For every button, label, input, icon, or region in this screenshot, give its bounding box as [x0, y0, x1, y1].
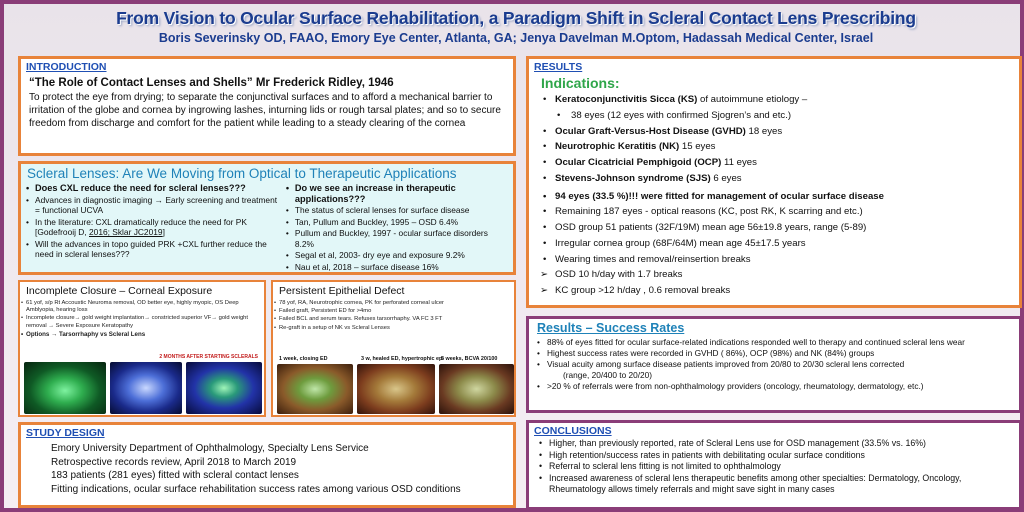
indication-nk: Neurotrophic Keratitis (NK) 15 eyes: [543, 141, 1011, 154]
introduction-body: To protect the eye from drying; to separ…: [29, 92, 501, 129]
success-item: >20 % of referrals were from non-ophthal…: [537, 381, 1013, 392]
conclusion-item: Referral to scleral lens fitting is not …: [539, 461, 1013, 472]
poster-title: From Vision to Ocular Surface Rehabilita…: [116, 8, 916, 28]
defect-line: 78 yof, RA, Neurotrophic cornea, PK for …: [273, 300, 514, 307]
results-heading: RESULTS: [534, 61, 583, 73]
closure-title: Incomplete Closure – Corneal Exposure: [26, 285, 213, 297]
irregular-cornea-group: Irregular cornea group (68F/64M) mean ag…: [543, 238, 1011, 251]
scleral-left-item: Will the advances in topo guided PRK +CX…: [25, 239, 279, 260]
scleral-left-item: In the literature: CXL dramatically redu…: [25, 217, 279, 238]
indication-nk-count: 15 eyes: [679, 141, 716, 153]
scleral-right-item: The status of scleral lenses for surface…: [285, 205, 509, 216]
eye-photo-1-week: [277, 364, 353, 414]
scleral-left-item: Advances in diagnostic imaging → Early s…: [25, 195, 279, 216]
success-rates-section: Results – Success Rates 88% of eyes fitt…: [526, 316, 1022, 413]
kc-wear-time: KC group >12 h/day , 0.6 removal breaks: [540, 285, 1011, 298]
conclusions-section: CONCLUSIONS Higher, than previously repo…: [526, 420, 1022, 510]
remaining-eyes: Remaining 187 eyes - optical reasons (KC…: [543, 206, 1011, 219]
conclusion-item: Increased awareness of scleral lens ther…: [539, 473, 1013, 495]
indication-ks-text: of autoimmune etiology –: [697, 94, 808, 105]
study-line: Retrospective records review, April 2018…: [51, 456, 297, 468]
cxl-question: Does CXL reduce the need for scleral len…: [25, 183, 279, 194]
literature-reference: 2016; Sklar JC2019: [89, 227, 163, 237]
literature-text: In the literature: CXL dramatically redu…: [35, 216, 247, 238]
study-line: Fitting indications, ocular surface reha…: [51, 483, 461, 495]
defect-caption-3: 5 weeks, BCVA 20/100: [441, 356, 498, 362]
therapeutic-question: Do we see an increase in therapeutic app…: [285, 183, 509, 204]
defect-line: Failed BCL and serum tears. Refuses tars…: [273, 316, 514, 323]
osd-wear-time: OSD 10 h/day with 1.7 breaks: [540, 269, 1011, 282]
indications-heading: Indications:: [541, 75, 620, 91]
indication-sjs-count: 6 eyes: [710, 172, 742, 184]
scleral-right-item: Segal et al, 2003- dry eye and exposure …: [285, 250, 509, 261]
conclusion-item: High retention/success rates in patients…: [539, 450, 1013, 461]
study-design-section: STUDY DESIGN Emory University Department…: [18, 422, 516, 508]
indication-ks-count: 38 eyes (12 eyes with confirmed Sjogren’…: [543, 110, 1011, 123]
closure-note: 2 MONTHS AFTER STARTING SCLERALS: [159, 354, 258, 360]
poster-authors: Boris Severinsky OD, FAAO, Emory Eye Cen…: [158, 31, 874, 45]
scleral-right-item: Pullum and Buckley, 1997 - ocular surfac…: [285, 228, 509, 249]
eye-photo-blue: [110, 362, 182, 414]
osd-94-eyes: 94 eyes (33.5 %)!!! were fitted for mana…: [543, 191, 1011, 204]
closure-line: Incomplete closure→ gold weight implanta…: [20, 315, 264, 329]
persistent-defect-panel: Persistent Epithelial Defect 78 yof, RA,…: [271, 280, 516, 417]
success-item: Highest success rates were recorded in G…: [537, 348, 1013, 359]
conclusion-item: Higher, than previously reported, rate o…: [539, 438, 1013, 449]
defect-line: Re-graft in a setup of NK vs Scleral Len…: [273, 325, 514, 332]
success-rates-heading: Results – Success Rates: [537, 321, 685, 335]
scleral-left-column: Does CXL reduce the need for scleral len…: [25, 182, 285, 272]
defect-title: Persistent Epithelial Defect: [279, 285, 405, 297]
results-section: RESULTS Indications: Keratoconjunctiviti…: [526, 56, 1022, 308]
defect-caption-2: 3 w, healed ED, hypertrophic epi: [361, 356, 444, 362]
scleral-right-column: Do we see an increase in therapeutic app…: [285, 182, 509, 272]
introduction-quote: “The Role of Contact Lenses and Shells” …: [29, 77, 394, 89]
osd-group: OSD group 51 patients (32F/19M) mean age…: [543, 222, 1011, 235]
introduction-heading: INTRODUCTION: [26, 61, 107, 73]
indication-gvhd-name: Ocular Graft-Versus-Host Disease (GVHD): [555, 125, 746, 137]
indication-gvhd: Ocular Graft-Versus-Host Disease (GVHD) …: [543, 126, 1011, 139]
eye-photo-3-weeks: [357, 364, 435, 414]
indication-sjs: Stevens-Johnson syndrome (SJS) 6 eyes: [543, 173, 1011, 186]
study-line: 183 patients (281 eyes) fitted with scle…: [51, 470, 299, 481]
indication-nk-name: Neurotrophic Keratitis (NK): [555, 141, 680, 153]
study-line: Emory University Department of Ophthalmo…: [51, 443, 369, 454]
indication-ks: Keratoconjunctivitis Sicca (KS) of autoi…: [543, 94, 1011, 107]
indication-gvhd-count: 18 eyes: [745, 125, 783, 137]
success-item-continued: (range, 20/400 to 20/20): [563, 370, 653, 380]
conclusions-heading: CONCLUSIONS: [534, 425, 612, 437]
closure-options: Options → Tarsorrhaphy vs Scleral Lens: [20, 331, 264, 338]
defect-caption-1: 1 week, closing ED: [279, 356, 328, 362]
eye-photo-fluorescein: [186, 362, 262, 414]
success-item: 88% of eyes fitted for ocular surface-re…: [537, 337, 1013, 348]
wearing-times: Wearing times and removal/reinsertion br…: [543, 254, 1011, 267]
scleral-section: Scleral Lenses: Are We Moving from Optic…: [18, 161, 516, 275]
literature-bracket: ]: [162, 227, 165, 237]
success-item: Visual acuity among surface disease pati…: [537, 359, 1013, 370]
indication-sjs-name: Stevens-Johnson syndrome (SJS): [555, 172, 711, 184]
scleral-title: Scleral Lenses: Are We Moving from Optic…: [27, 166, 457, 181]
closure-line: 61 yof, s/p Rt Accoustic Neuroma removal…: [20, 300, 264, 314]
poster-header: From Vision to Ocular Surface Rehabilita…: [4, 8, 1024, 45]
indication-ocp-count: 11 eyes: [721, 157, 757, 169]
introduction-section: INTRODUCTION “The Role of Contact Lenses…: [18, 56, 516, 156]
study-design-heading: STUDY DESIGN: [26, 427, 105, 439]
indication-ks-name: Keratoconjunctivitis Sicca (KS): [555, 94, 698, 105]
defect-line: Failed graft, Persistent ED for >4mo: [273, 308, 514, 315]
incomplete-closure-panel: Incomplete Closure – Corneal Exposure 61…: [18, 280, 266, 417]
eye-photo-5-weeks: [439, 364, 514, 414]
indication-ocp-name: Ocular Cicatricial Pemphigoid (OCP): [555, 157, 722, 169]
eye-photo-green: [24, 362, 106, 414]
scleral-right-item: Nau et al, 2018 – surface disease 16%: [285, 262, 509, 273]
scleral-right-item: Tan, Pullum and Buckley, 1995 – OSD 6.4%: [285, 217, 509, 228]
indication-ocp: Ocular Cicatricial Pemphigoid (OCP) 11 e…: [543, 157, 1011, 170]
